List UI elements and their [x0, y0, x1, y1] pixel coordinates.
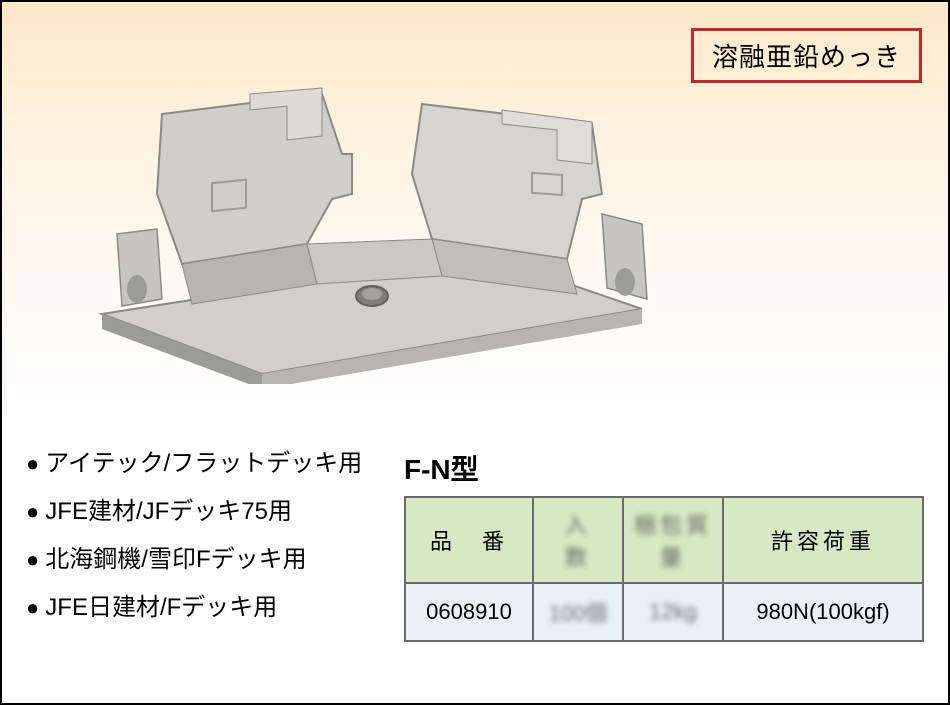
- spec-table: 品 番 入 数 梱包質量 許容荷重 0608910 100個 12kg 980N…: [404, 496, 924, 642]
- bullet-item: アイテック/フラットデッキ用: [26, 452, 404, 476]
- coating-badge: 溶融亜鉛めっき: [691, 28, 922, 83]
- table-row: 0608910 100個 12kg 980N(100kgf): [405, 583, 923, 641]
- lower-section: アイテック/フラットデッキ用 JFE建材/JFデッキ75用 北海鋼機/雪印Fデッ…: [2, 422, 948, 644]
- bullet-item: JFE建材/JFデッキ75用: [26, 500, 404, 524]
- spec-area: F-N型 品 番 入 数 梱包質量 許容荷重 0608910 100個 12kg: [404, 452, 924, 644]
- cell-qty: 100個: [533, 583, 623, 641]
- col-part-number: 品 番: [405, 497, 533, 583]
- bullet-item: 北海鋼機/雪印Fデッキ用: [26, 548, 404, 572]
- col-load: 許容荷重: [723, 497, 923, 583]
- page-container: 溶融亜鉛めっき: [0, 0, 950, 705]
- model-label: F-N型: [404, 448, 924, 488]
- bullet-item: JFE日建材/Fデッキ用: [26, 596, 404, 620]
- col-weight: 梱包質量: [623, 497, 723, 583]
- hero-area: 溶融亜鉛めっき: [2, 2, 948, 422]
- cell-weight: 12kg: [623, 583, 723, 641]
- col-qty: 入 数: [533, 497, 623, 583]
- product-illustration: [62, 44, 702, 389]
- cell-part-number: 0608910: [405, 583, 533, 641]
- compatibility-list: アイテック/フラットデッキ用 JFE建材/JFデッキ75用 北海鋼機/雪印Fデッ…: [26, 452, 404, 644]
- cell-load: 980N(100kgf): [723, 583, 923, 641]
